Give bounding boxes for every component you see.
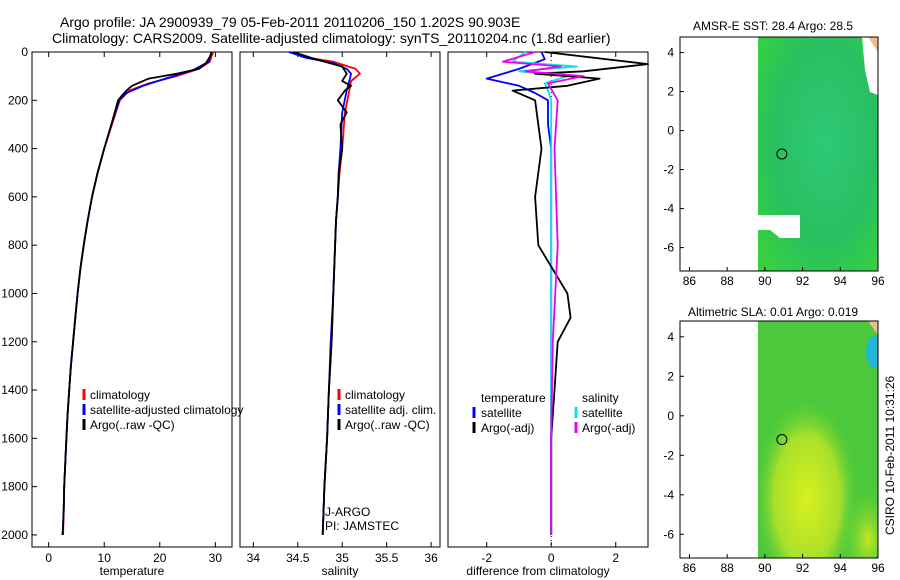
sst_map-ytick-label-0: 4 — [667, 46, 674, 60]
sla-map-panel: Altimetric SLA: 0.01 Argo: 0.019 86 88 90 92… — [663, 305, 885, 575]
sst_map-title: AMSR-E SST: 28.4 Argo: 28.5 — [693, 19, 853, 33]
temperature-legend-entry-1: satellite-adjusted climatology — [90, 403, 243, 417]
temperature-xlabel: temperature — [100, 564, 165, 578]
salinity-xtick-label-1: 34.5 — [286, 551, 310, 565]
temperature-legend-entry-0: climatology — [90, 388, 150, 402]
temperature-ytick-label-7: 1400 — [1, 383, 28, 397]
difference-series-1 — [511, 51, 578, 535]
sst_map-ytick-label-3: -2 — [663, 163, 674, 177]
temperature-ytick-label-2: 400 — [8, 142, 28, 156]
temperature-xtick-label-3: 30 — [209, 551, 223, 565]
difference-series-3 — [501, 51, 585, 535]
salinity-legend-entry-1: satellite adj. clim. — [345, 403, 436, 417]
sla-low-anomaly — [866, 336, 878, 368]
salinity-xtick-label-4: 36 — [424, 551, 438, 565]
sla_map-ytick-label-3: -2 — [663, 448, 674, 462]
salinity-legend-entry-2: Argo(..raw -QC) — [345, 418, 430, 432]
sla_map-xtick-label-3: 92 — [796, 561, 810, 575]
salinity-legend-entry-0: climatology — [345, 388, 405, 402]
temperature-ytick-label-8: 1600 — [1, 431, 28, 445]
temperature-xtick-label-0: 0 — [45, 551, 52, 565]
salinity-xtick-label-3: 35.5 — [375, 551, 399, 565]
temperature-series-0 — [62, 51, 214, 535]
salinity-series-1 — [288, 51, 353, 535]
difference-xtick-label-2: 2 — [612, 551, 619, 565]
sst_map-ytick-label-1: 2 — [667, 85, 674, 99]
sst_map-ytick-label-2: 0 — [667, 124, 674, 138]
salinity-xlabel: salinity — [322, 564, 359, 578]
sla_map-title: Altimetric SLA: 0.01 Argo: 0.019 — [688, 305, 858, 319]
temperature-series-2 — [61, 51, 213, 535]
sst-land-mask — [758, 215, 800, 238]
sst_map-ytick-label-4: -4 — [663, 202, 674, 216]
sla_map-argo-marker — [776, 434, 788, 446]
temperature-ytick-label-6: 1200 — [1, 335, 28, 349]
temperature-legend-entry-2: Argo(..raw -QC) — [90, 418, 175, 432]
sla_map-ytick-label-4: -4 — [663, 488, 674, 502]
temperature-ytick-label-3: 600 — [8, 190, 28, 204]
difference-legend-title-temperature: temperature — [481, 391, 546, 405]
temperature-ytick-label-0: 0 — [21, 45, 28, 59]
difference-series-2 — [511, 51, 649, 535]
sst-land-top-right — [868, 37, 878, 52]
difference-xtick-label-1: 0 — [548, 551, 555, 565]
side-timestamp-label: CSIRO 10-Feb-2011 10:31:26 — [883, 375, 897, 535]
sst_map-xtick-label-2: 90 — [758, 274, 772, 288]
difference-legend-title-salinity: salinity — [582, 391, 619, 405]
salinity-xtick-label-0: 34 — [247, 551, 261, 565]
sst_map-xtick-label-0: 86 — [683, 274, 697, 288]
temperature-ytick-label-9: 1800 — [1, 480, 28, 494]
temperature-ytick-label-10: 2000 — [1, 528, 28, 542]
salinity-axes-frame — [239, 51, 441, 548]
sst_map-ytick-label-5: -6 — [663, 241, 674, 255]
sla-high-anomaly-2 — [758, 321, 878, 558]
salinity-xtick-label-2: 35 — [336, 551, 350, 565]
temperature-ytick-label-1: 200 — [8, 93, 28, 107]
sst_map-argo-marker — [776, 148, 788, 160]
temperature-ytick-label-4: 800 — [8, 238, 28, 252]
sla_map-ytick-label-1: 2 — [667, 369, 674, 383]
sst-coast-patch — [862, 37, 878, 95]
sla_map-frame — [679, 320, 879, 559]
temperature-panel: 0 10 20 30 temperature 0 200 400 600 800 1000 1200 1… — [1, 45, 243, 578]
sst_map-xtick-label-5: 96 — [871, 274, 885, 288]
sla-land-top-right — [868, 321, 878, 335]
temperature-ytick-label-5: 1000 — [1, 286, 28, 300]
sla_map-xtick-label-4: 94 — [834, 561, 848, 575]
difference-series-0 — [485, 51, 553, 535]
figure-title-line1: Argo profile: JA 2900939_79 05-Feb-2011 … — [60, 14, 520, 30]
sla_map-ytick-label-5: -6 — [663, 527, 674, 541]
difference-legend-entry-right-0: satellite — [582, 406, 623, 420]
sla_map-xtick-label-0: 86 — [683, 561, 697, 575]
sst_map-xtick-label-3: 92 — [796, 274, 810, 288]
sla_map-xtick-label-5: 96 — [871, 561, 885, 575]
temperature-xtick-label-2: 20 — [153, 551, 167, 565]
difference-xlabel: difference from climatology — [466, 564, 609, 578]
sla_map-xtick-label-1: 88 — [720, 561, 734, 575]
salinity-series-2 — [293, 51, 353, 535]
sla_map-ytick-label-0: 4 — [667, 330, 674, 344]
sst_map-frame — [679, 36, 879, 272]
difference-legend-entry-left-1: Argo(-adj) — [481, 421, 534, 435]
figure-title-line2: Climatology: CARS2009. Satellite-adjuste… — [52, 30, 610, 46]
salinity-annotation-1: PI: JAMSTEC — [325, 519, 399, 533]
sla_map-ytick-label-2: 0 — [667, 409, 674, 423]
salinity-panel: 34 34.5 35 35.5 36 salinity climatologysatelli… — [239, 51, 441, 578]
sst-field — [758, 37, 878, 271]
temperature-axes-frame — [31, 51, 233, 548]
difference-legend-entry-right-1: Argo(-adj) — [582, 421, 635, 435]
temperature-xtick-label-1: 10 — [98, 551, 112, 565]
sst_map-xtick-label-4: 94 — [834, 274, 848, 288]
sst-map-panel: AMSR-E SST: 28.4 Argo: 28.5 86 88 90 92 94 96 4… — [663, 19, 885, 288]
temperature-series-1 — [61, 51, 213, 535]
sla_map-xtick-label-2: 90 — [758, 561, 772, 575]
salinity-annotation-0: J-ARGO — [325, 505, 370, 519]
sst_map-xtick-label-1: 88 — [720, 274, 734, 288]
difference-xtick-label-0: -2 — [481, 551, 492, 565]
difference-legend-entry-left-0: satellite — [481, 406, 522, 420]
